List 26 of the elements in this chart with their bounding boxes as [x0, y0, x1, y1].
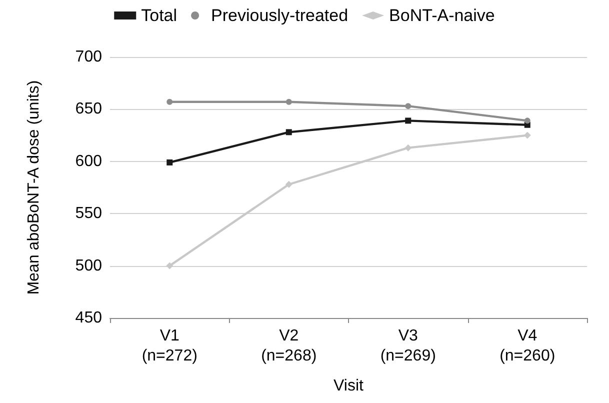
y-tick-label: 600	[75, 152, 102, 170]
y-tick-label: 500	[75, 257, 102, 274]
point	[524, 118, 530, 124]
y-axis-title: Mean aboBoNT-A dose (units)	[26, 80, 42, 295]
x-axis-title: Visit	[334, 378, 364, 394]
point	[404, 144, 412, 152]
point	[166, 262, 174, 270]
y-tick-label: 650	[75, 100, 102, 118]
point	[286, 98, 292, 105]
legend-label: Previously-treated	[211, 6, 348, 25]
point	[286, 129, 292, 136]
legend-label: Total	[141, 6, 178, 25]
point	[524, 132, 531, 139]
y-tick-label: 450	[75, 310, 102, 326]
point	[166, 98, 173, 105]
x-tick-label: V1 (n=272)	[142, 328, 198, 364]
point	[405, 103, 412, 110]
point	[405, 118, 412, 124]
legend-label: BoNT-A-naive	[389, 6, 495, 25]
x-tick-label: V4 (n=260)	[500, 328, 556, 364]
x-tick-label: V3 (n=269)	[380, 328, 436, 364]
point	[285, 180, 292, 188]
y-tick-label: 550	[75, 205, 102, 222]
x-tick-label: V2 (n=268)	[261, 328, 317, 364]
point	[166, 159, 173, 166]
y-tick-label: 700	[75, 48, 102, 66]
